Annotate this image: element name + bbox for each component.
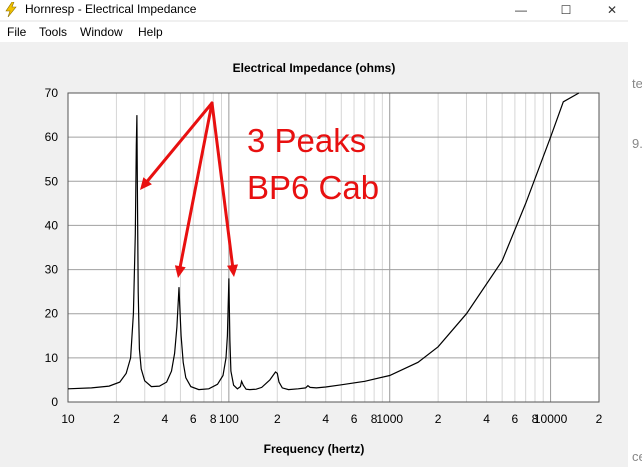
background-text: te	[632, 76, 642, 91]
lightning-icon	[5, 2, 17, 17]
x-tick-label: 6	[512, 412, 519, 426]
close-button[interactable]: ✕	[606, 3, 618, 17]
x-tick-label: 6	[351, 412, 358, 426]
x-tick-label: 10000	[534, 412, 568, 426]
x-tick-label: 8	[371, 412, 378, 426]
x-tick-label: 1000	[376, 412, 403, 426]
menu-bar: File Tools Window Help	[0, 22, 628, 42]
y-tick-label: 70	[45, 86, 59, 100]
y-tick-label: 40	[45, 218, 59, 232]
x-tick-label: 2	[435, 412, 442, 426]
y-tick-label: 30	[45, 263, 59, 277]
y-tick-label: 50	[45, 174, 59, 188]
x-tick-label: 2	[596, 412, 603, 426]
x-tick-label: 6	[190, 412, 197, 426]
y-tick-label: 60	[45, 130, 59, 144]
x-axis-label: Frequency (hertz)	[263, 442, 365, 456]
annotation-arrow	[210, 101, 234, 267]
x-tick-label: 4	[322, 412, 329, 426]
y-tick-label: 0	[51, 395, 58, 409]
background-window-edge: te 9. ce	[628, 0, 642, 467]
annotation-text: 3 Peaks	[247, 122, 366, 159]
menu-file[interactable]: File	[7, 25, 27, 39]
title-bar[interactable]: Hornresp - Electrical Impedance — ☐ ✕	[0, 0, 628, 20]
x-tick-label: 2	[113, 412, 120, 426]
arrow-head	[140, 177, 152, 190]
x-tick-label: 8	[532, 412, 539, 426]
background-text: ce	[632, 449, 642, 464]
y-tick-label: 10	[45, 351, 59, 365]
x-tick-label: 8	[210, 412, 217, 426]
annotation-arrow	[146, 101, 214, 183]
x-tick-label: 10	[61, 412, 75, 426]
x-tick-label: 4	[162, 412, 169, 426]
plot-background	[68, 93, 599, 402]
background-text: 9.	[632, 136, 642, 151]
y-tick-label: 20	[45, 307, 59, 321]
menu-tools[interactable]: Tools	[39, 25, 68, 39]
menu-help[interactable]: Help	[138, 25, 163, 39]
window-title: Hornresp - Electrical Impedance	[25, 2, 197, 16]
x-tick-label: 100	[219, 412, 239, 426]
annotation-text: BP6 Cab	[247, 169, 379, 206]
menu-window[interactable]: Window	[80, 25, 123, 39]
app-window: Hornresp - Electrical Impedance — ☐ ✕ Fi…	[0, 0, 628, 467]
chart-title: Electrical Impedance (ohms)	[232, 61, 396, 75]
x-tick-label: 2	[274, 412, 281, 426]
arrow-head	[227, 264, 238, 277]
x-tick-label: 4	[483, 412, 490, 426]
annotation-arrow	[178, 101, 214, 268]
plot-frame	[67, 92, 600, 403]
maximize-button[interactable]: ☐	[560, 3, 572, 17]
arrow-head	[174, 265, 186, 278]
impedance-line	[67, 92, 580, 391]
minimize-button[interactable]: —	[515, 3, 527, 17]
